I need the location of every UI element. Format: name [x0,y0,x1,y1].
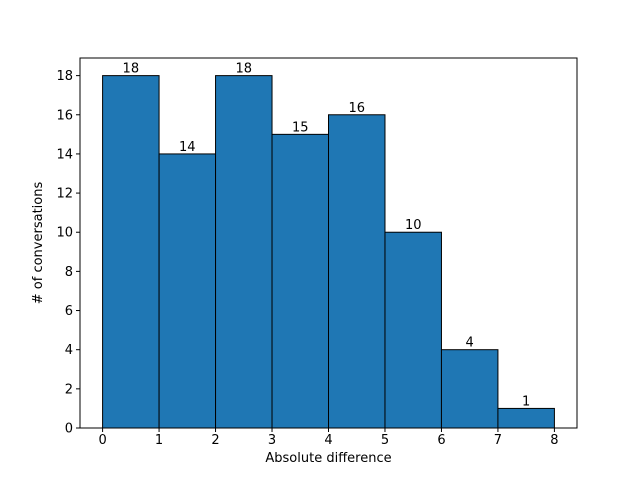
bar-value-labels: 18 14 18 15 16 10 4 1 [123,62,531,410]
bars-layer [102,75,555,429]
x-axis-title: Absolute difference [265,451,391,466]
bar-value-label: 15 [292,120,309,135]
x-tick-label: 0 [98,433,106,448]
x-tick-label: 6 [437,433,445,448]
bar-value-label: 14 [179,140,196,155]
x-tick-label: 1 [155,433,163,448]
histogram-bar [271,133,329,429]
y-tick-label: 4 [65,343,73,358]
bar-value-label: 10 [405,218,422,233]
y-tick-label: 8 [65,265,73,280]
bar-value-label: 18 [236,62,253,77]
x-tick-label: 3 [268,433,276,448]
histogram-bar [440,349,499,429]
histogram-bar [328,114,386,429]
x-tick-label: 8 [550,433,558,448]
histogram-bar [384,231,442,429]
bar-value-label: 4 [466,336,474,351]
histogram-bar [102,75,160,429]
bar-value-label: 16 [348,101,365,116]
y-tick-label: 0 [65,422,73,437]
y-tick-label: 10 [56,226,73,241]
bar-value-label: 1 [522,394,530,409]
bar-value-label: 18 [123,62,140,77]
histogram-bar [497,407,555,429]
y-tick-label: 2 [65,382,73,397]
y-axis-title: # of conversations [31,182,46,305]
x-tick-label: 4 [324,433,332,448]
y-tick-label: 14 [56,147,73,162]
x-tick-label: 5 [381,433,389,448]
y-tick-label: 18 [56,69,73,84]
x-tick-label: 2 [211,433,219,448]
histogram-bar [158,153,217,429]
y-tick-label: 16 [56,108,73,123]
x-tick-label: 7 [494,433,502,448]
y-tick-label: 12 [56,187,73,202]
y-tick-label: 6 [65,304,73,319]
histogram-bar [215,75,273,429]
